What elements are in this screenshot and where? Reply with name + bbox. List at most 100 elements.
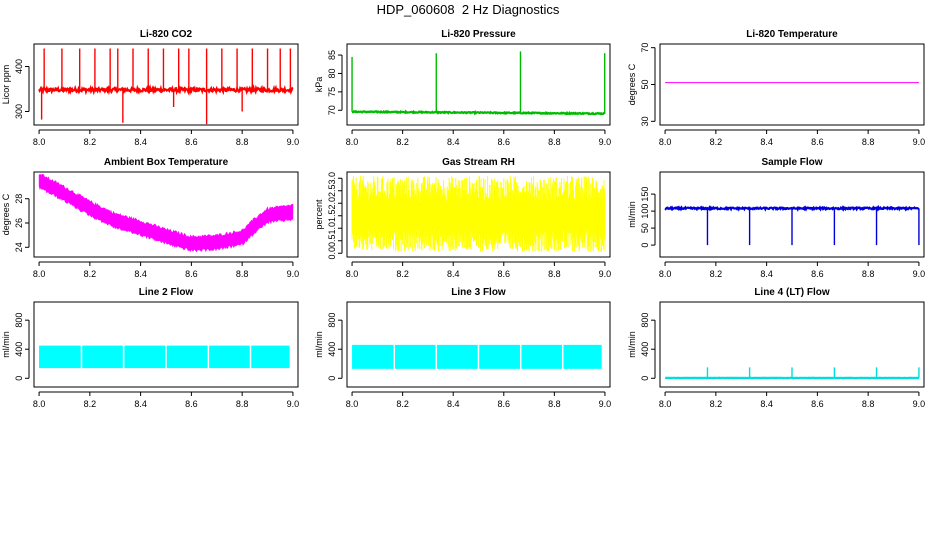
- x-tick-label: 8.2: [396, 269, 409, 279]
- plot-frame: [659, 301, 925, 388]
- panel-title: Li-820 Pressure: [441, 29, 516, 40]
- flow-block: [39, 345, 81, 369]
- x-tick-label: 8.0: [33, 399, 46, 409]
- x-tick-label: 8.6: [811, 399, 824, 409]
- x-tick-label: 8.0: [346, 137, 359, 147]
- flow-block: [124, 345, 166, 369]
- flow-block: [479, 344, 520, 369]
- flow-block: [209, 345, 250, 369]
- x-tick-label: 8.2: [396, 137, 409, 147]
- x-tick-label: 9.0: [913, 399, 926, 409]
- y-tick-label: 24: [14, 242, 24, 252]
- x-tick-label: 9.0: [287, 269, 300, 279]
- panel-5: Gas Stream RH percent 8.0 8.2 8.4 8.6 8.8 9.0 0.…: [314, 157, 611, 279]
- x-tick-label: 8.0: [659, 137, 672, 147]
- flow-block: [563, 344, 602, 369]
- x-tick-label: 8.6: [811, 269, 824, 279]
- y-tick-label: 28: [14, 194, 24, 204]
- y-tick-label: 100: [640, 204, 650, 219]
- y-tick-label: 300: [14, 104, 24, 119]
- x-tick-label: 8.2: [396, 399, 409, 409]
- plot-frame: [33, 43, 299, 126]
- x-tick-label: 8.4: [760, 269, 773, 279]
- x-tick-label: 8.6: [498, 137, 511, 147]
- panel-1: Li-820 CO2 Licor ppm 8.0 8.2 8.4 8.6 8.8 9.0 300…: [1, 29, 299, 147]
- panel-title: Li-820 Temperature: [746, 29, 838, 40]
- plot-frame: [33, 171, 299, 258]
- y-tick-label: 70: [327, 105, 337, 115]
- panel-title: Ambient Box Temperature: [104, 157, 229, 168]
- y-tick-label: 30: [640, 116, 650, 126]
- x-tick-label: 8.2: [84, 137, 97, 147]
- flow-block: [166, 345, 208, 369]
- y-tick-label: 85: [327, 50, 337, 60]
- y-tick-label: 0: [14, 376, 24, 381]
- x-tick-label: 8.8: [236, 137, 249, 147]
- y-axis-label: ml/min: [1, 331, 11, 358]
- plot-frame: [659, 171, 925, 258]
- flow-block: [437, 344, 478, 369]
- panel-8: Line 3 Flow ml/min 8.0 8.2 8.4 8.6 8.8 9.0 0 400 8…: [314, 287, 611, 409]
- panel-title: Li-820 CO2: [140, 29, 193, 40]
- x-tick-label: 8.0: [33, 269, 46, 279]
- x-tick-label: 9.0: [913, 137, 926, 147]
- y-tick-label: 0: [640, 376, 650, 381]
- x-tick-label: 8.0: [346, 399, 359, 409]
- main-title-holder: HDP_060608 2 Hz Diagnostics: [0, 0, 936, 20]
- x-tick-label: 8.8: [236, 399, 249, 409]
- x-tick-label: 8.6: [811, 137, 824, 147]
- x-tick-label: 8.6: [185, 399, 198, 409]
- x-tick-label: 8.4: [134, 269, 147, 279]
- y-axis-label: Licor ppm: [1, 65, 11, 105]
- x-tick-label: 8.8: [862, 399, 875, 409]
- y-tick-label: 400: [640, 342, 650, 357]
- panel-6: Sample Flow ml/min 8.0 8.2 8.4 8.6 8.8 9.0 0 50 10…: [627, 157, 925, 279]
- plot-frame: [33, 301, 299, 388]
- y-tick-label: 50: [640, 223, 650, 233]
- x-tick-label: 8.6: [498, 269, 511, 279]
- y-tick-label: 1.5: [327, 209, 337, 222]
- y-tick-label: 80: [327, 68, 337, 78]
- panel-title: Gas Stream RH: [442, 157, 515, 168]
- plot-frame: [346, 301, 611, 388]
- main-title: HDP_060608 2 Hz Diagnostics: [376, 2, 560, 17]
- x-tick-label: 8.4: [447, 399, 460, 409]
- x-tick-label: 8.4: [134, 399, 147, 409]
- y-axis-label: percent: [314, 199, 324, 230]
- x-tick-label: 8.0: [659, 399, 672, 409]
- plot-frame: [346, 171, 611, 258]
- plot-frame: [659, 43, 925, 126]
- plot-frame: [346, 43, 611, 126]
- flow-block: [82, 345, 123, 369]
- x-tick-label: 8.0: [346, 269, 359, 279]
- y-axis-label: kPa: [314, 77, 324, 93]
- y-tick-label: 26: [14, 218, 24, 228]
- x-tick-label: 9.0: [913, 269, 926, 279]
- x-tick-label: 8.4: [447, 137, 460, 147]
- series-band: [38, 173, 294, 253]
- panel-title: Line 4 (LT) Flow: [754, 287, 830, 298]
- y-tick-label: 0.5: [327, 234, 337, 247]
- flow-block: [251, 345, 290, 369]
- y-tick-label: 50: [640, 79, 650, 89]
- panel-title: Line 3 Flow: [451, 287, 506, 298]
- y-tick-label: 70: [640, 43, 650, 53]
- y-tick-label: 0: [327, 376, 337, 381]
- x-tick-label: 8.4: [760, 137, 773, 147]
- y-tick-label: 800: [327, 313, 337, 328]
- y-tick-label: 800: [640, 313, 650, 328]
- x-tick-label: 9.0: [599, 137, 612, 147]
- y-tick-label: 400: [14, 59, 24, 74]
- panel-9: Line 4 (LT) Flow ml/min 8.0 8.2 8.4 8.6 8.8 9.0…: [627, 287, 925, 409]
- flow-block: [521, 344, 562, 369]
- x-tick-label: 8.8: [862, 137, 875, 147]
- y-tick-label: 1.0: [327, 222, 337, 235]
- y-tick-label: 0.0: [327, 247, 337, 260]
- y-tick-label: 800: [14, 313, 24, 328]
- panel-2: Li-820 Pressure kPa 8.0 8.2 8.4 8.6 8.8 9.0 70 75…: [314, 29, 611, 147]
- x-tick-label: 9.0: [287, 399, 300, 409]
- x-tick-label: 8.2: [710, 137, 723, 147]
- x-tick-label: 9.0: [599, 399, 612, 409]
- y-tick-label: 2.5: [327, 184, 337, 197]
